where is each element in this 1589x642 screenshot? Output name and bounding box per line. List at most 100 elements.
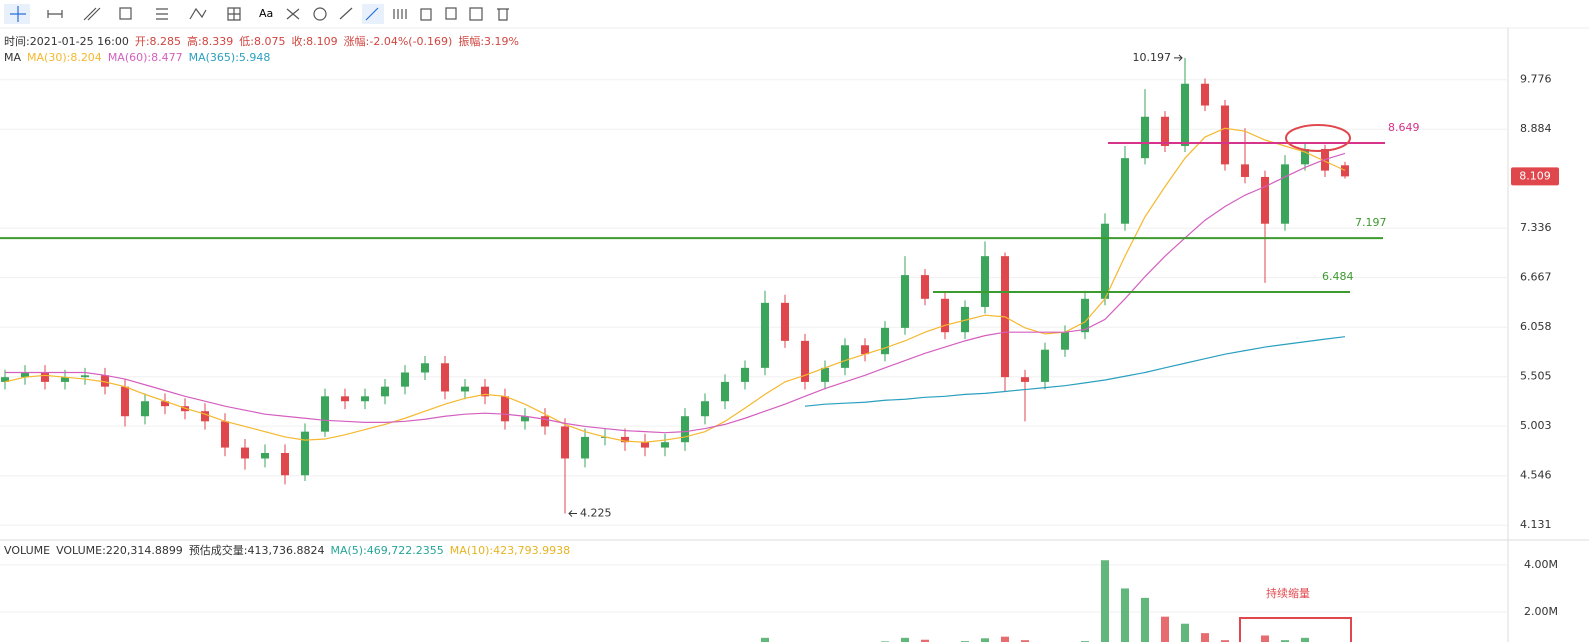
- tool-measure[interactable]: [227, 7, 241, 21]
- candle-body: [1141, 116, 1149, 159]
- candle-body: [41, 372, 49, 382]
- last-price-tag: [1511, 167, 1559, 186]
- volume-bar: [1121, 588, 1129, 642]
- hline-label: 6.484: [1322, 270, 1354, 283]
- candle-body: [1281, 164, 1289, 224]
- volume-legend: VOLUME VOLUME:220,314.8899 预估成交量:413,736.8…: [4, 542, 570, 558]
- tool-lock[interactable]: [393, 9, 407, 19]
- tool-pen[interactable]: [365, 7, 379, 21]
- tool-magnet[interactable]: [313, 7, 327, 21]
- grid: 4.131 4.546 5.003 5.505 6.058 6.667 7.336 8.884…: [0, 73, 1558, 618]
- toolbar[interactable]: [4, 4, 509, 24]
- candle-body: [801, 340, 809, 382]
- candle-body: [61, 377, 69, 382]
- highlight-box: [1239, 617, 1352, 642]
- candle-body: [781, 302, 789, 341]
- candle-body: [701, 401, 709, 417]
- candle-body: [281, 452, 289, 476]
- tool-ruler[interactable]: [339, 7, 353, 20]
- volume-tick-label: 4.00M: [1524, 558, 1558, 571]
- candle-body: [661, 442, 669, 448]
- candle-body: [1041, 349, 1049, 382]
- candle-body: [121, 386, 129, 417]
- info-field: 低:8.075: [239, 35, 286, 48]
- candle-body: [261, 452, 269, 459]
- candle-body: [1221, 105, 1229, 165]
- candle-body: [1021, 377, 1029, 382]
- ma-legend-item: MA(60):8.477: [107, 51, 183, 64]
- tool-settings[interactable]: [469, 7, 483, 21]
- volume-bar: [1161, 616, 1169, 642]
- candle-body: [981, 256, 989, 307]
- candle-body: [761, 302, 769, 368]
- candle-body: [81, 375, 89, 378]
- candle-body: [301, 431, 309, 476]
- last-price-label: 8.109: [1519, 169, 1551, 182]
- tool-rect[interactable]: [119, 7, 132, 20]
- volume-bar: [921, 639, 929, 642]
- y-tick-label: 5.505: [1520, 370, 1552, 383]
- candle-body: [721, 381, 729, 402]
- ma-line: [804, 336, 1346, 407]
- ma-legend-item: MA(365):5.948: [188, 51, 271, 64]
- y-tick-label: 6.058: [1520, 320, 1552, 333]
- candle-body: [1121, 158, 1129, 224]
- candle-body: [1081, 298, 1089, 333]
- candle-body: [581, 436, 589, 459]
- candle-body: [881, 327, 889, 355]
- volume-bar: [1021, 640, 1029, 642]
- candle-body: [861, 345, 869, 355]
- candle-body: [201, 411, 209, 422]
- candle-body: [1061, 332, 1069, 350]
- y-tick-label: 5.003: [1520, 419, 1552, 432]
- min-arrow: [568, 510, 577, 517]
- y-tick-label: 4.131: [1520, 518, 1552, 531]
- candle-body: [321, 396, 329, 432]
- info-field: 振幅:3.19%: [458, 35, 519, 48]
- tool-active-bg: [362, 4, 384, 24]
- tool-copy[interactable]: [445, 7, 457, 20]
- tool-crosshair[interactable]: [10, 6, 26, 22]
- tool-fib[interactable]: [156, 8, 168, 20]
- tool-eraser[interactable]: [286, 8, 300, 20]
- ma-legend: MA MA(30):8.204 MA(60):8.477 MA(365):5.948: [4, 51, 270, 64]
- candle-body: [381, 386, 389, 397]
- candle-body: [521, 416, 529, 422]
- candle-body: [901, 275, 909, 328]
- y-tick-label: 4.546: [1520, 469, 1552, 482]
- tool-hide[interactable]: [420, 8, 432, 21]
- candle-body: [341, 396, 349, 402]
- info-field: 开:8.285: [134, 35, 182, 48]
- candle-body: [1301, 149, 1309, 165]
- toolbar-text-tool[interactable]: Aa: [259, 7, 273, 20]
- candle-body: [561, 426, 569, 459]
- volume-bar: [901, 637, 909, 642]
- volume-bar: [981, 638, 989, 642]
- candle-body: [1181, 83, 1189, 146]
- tool-trend[interactable]: [83, 7, 101, 21]
- tool-hline[interactable]: [47, 10, 63, 18]
- tool-wave[interactable]: [189, 7, 207, 20]
- candle-body: [141, 401, 149, 417]
- volume-bar: [1261, 635, 1269, 642]
- volume-legend-item: VOLUME:220,314.8899: [56, 543, 183, 557]
- volume-bar: [1141, 597, 1149, 642]
- candle-body: [241, 447, 249, 459]
- candle-body: [101, 375, 109, 387]
- max-label: 10.197: [1133, 51, 1172, 64]
- candle-body: [461, 386, 469, 392]
- candle-body: [221, 421, 229, 448]
- volume-legend-item: 预估成交量:413,736.8824: [188, 544, 325, 557]
- annotation-note: 持续缩量: [1266, 586, 1310, 600]
- tool-delete[interactable]: [497, 8, 509, 21]
- plot: 8.649 7.197 6.484 10.197 4.225 8.109: [0, 51, 1559, 642]
- info-row: 时间:2021-01-25 16:00 开:8.285 高:8.339 低:8.075…: [4, 33, 519, 49]
- candle-body: [161, 401, 169, 407]
- ma-line: [5, 152, 1346, 434]
- candle-body: [1241, 164, 1249, 177]
- info-field: 高:8.339: [187, 35, 234, 48]
- ma-line: [4, 127, 1346, 443]
